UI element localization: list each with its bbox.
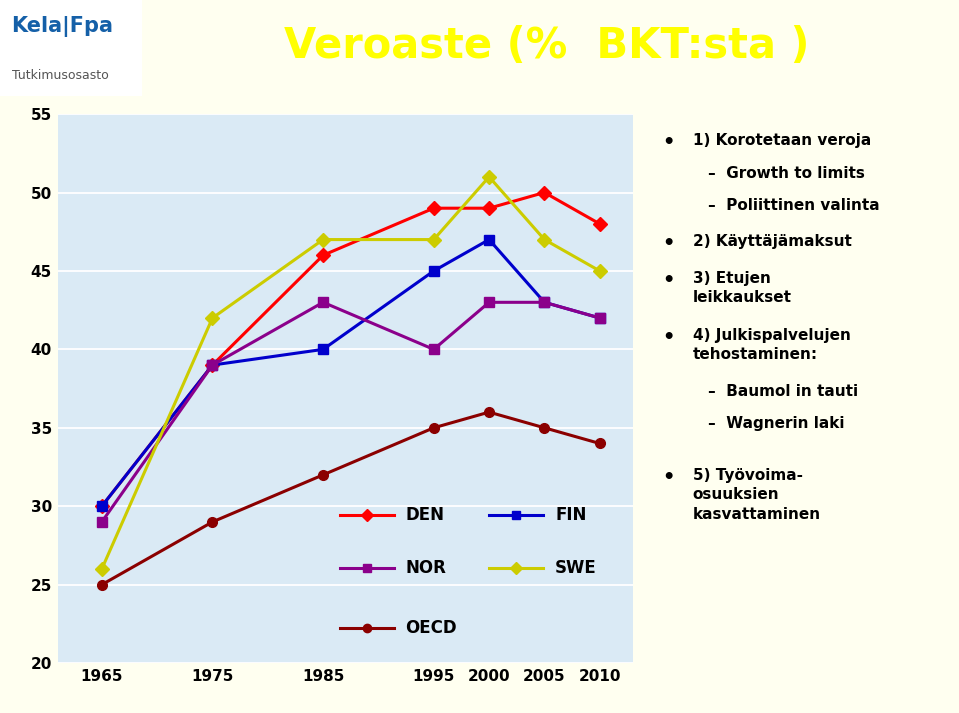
Text: Veroaste (%  BKT:sta ): Veroaste (% BKT:sta ) (284, 25, 809, 67)
Text: •: • (663, 133, 675, 153)
Text: –  Growth to limits: – Growth to limits (708, 166, 865, 181)
Text: OECD: OECD (406, 618, 457, 637)
Text: 5) Työvoima-
osuuksien
kasvattaminen: 5) Työvoima- osuuksien kasvattaminen (692, 468, 821, 522)
Text: •: • (663, 468, 675, 487)
Text: Kela|Fpa: Kela|Fpa (12, 16, 113, 38)
Text: –  Wagnerin laki: – Wagnerin laki (708, 416, 844, 431)
Text: DEN: DEN (406, 506, 445, 524)
Text: –  Baumol in tauti: – Baumol in tauti (708, 384, 858, 399)
Text: –  Poliittinen valinta: – Poliittinen valinta (708, 198, 879, 212)
Text: •: • (663, 234, 675, 253)
Text: SWE: SWE (555, 559, 596, 577)
Text: 3) Etujen
leikkaukset: 3) Etujen leikkaukset (692, 270, 791, 304)
Text: 4) Julkispalvelujen
tehostaminen:: 4) Julkispalvelujen tehostaminen: (692, 328, 851, 362)
Text: 2) Käyttäjämaksut: 2) Käyttäjämaksut (692, 234, 852, 249)
Text: NOR: NOR (406, 559, 447, 577)
Text: •: • (663, 328, 675, 347)
FancyBboxPatch shape (0, 0, 142, 96)
Text: FIN: FIN (555, 506, 587, 524)
Text: Tutkimusosasto: Tutkimusosasto (12, 68, 108, 81)
Text: 1) Korotetaan veroja: 1) Korotetaan veroja (692, 133, 871, 148)
Text: •: • (663, 270, 675, 289)
